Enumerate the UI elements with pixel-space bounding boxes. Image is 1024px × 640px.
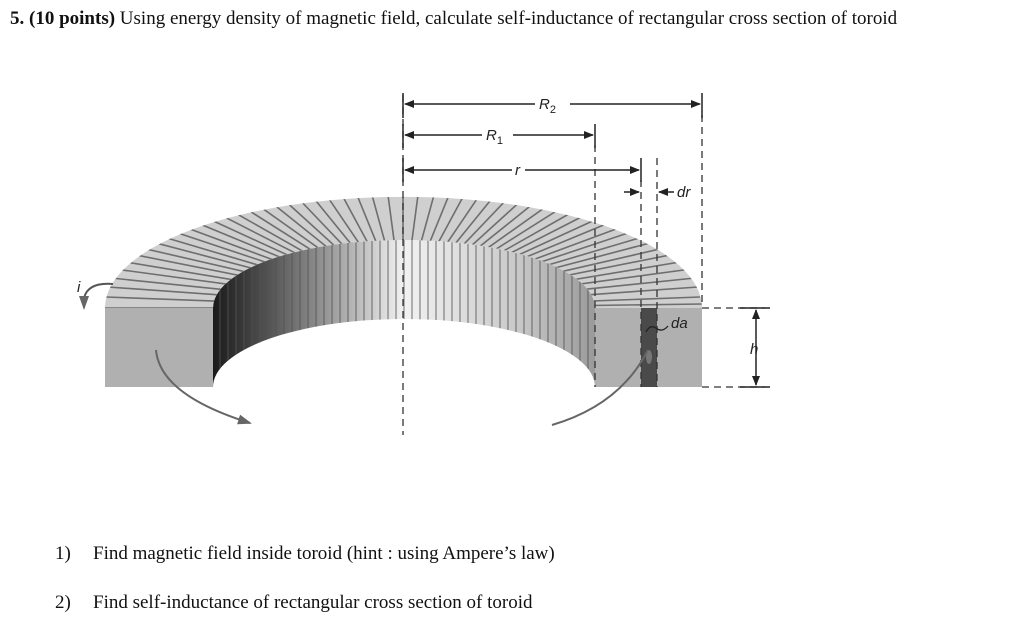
label-i: i [77,279,81,296]
dimension-lines [402,93,770,388]
problem-statement: 5. (10 points) Using energy density of m… [10,8,897,30]
da-strip [641,308,657,387]
label-r: r [515,162,521,179]
question-1: 1) Find magnetic field inside toroid (hin… [55,543,555,565]
da-pointer [645,325,669,333]
question-2-text: Find self-inductance of rectangular cros… [93,592,533,613]
label-da: da [671,315,688,332]
question-1-text: Find magnetic field inside toroid (hint … [93,543,555,564]
label-h: h [750,341,758,358]
question-1-number: 1) [55,543,71,564]
question-2: 2) Find self-inductance of rectangular cr… [55,592,533,614]
toroid-diagram: R2 R1 r dr da h i [77,93,770,435]
question-2-number: 2) [55,592,71,613]
problem-text: Using energy density of magnetic field, … [115,8,898,29]
label-r1: R1 [486,127,503,147]
label-dr: dr [677,184,691,201]
left-cross-section [105,308,213,387]
field-arrow-left [155,349,252,425]
problem-number: 5. (10 points) [10,8,116,29]
current-arrow [79,282,114,310]
field-arrow-right [551,349,649,426]
da-highlight [646,350,652,364]
label-r2: R2 [539,96,556,116]
